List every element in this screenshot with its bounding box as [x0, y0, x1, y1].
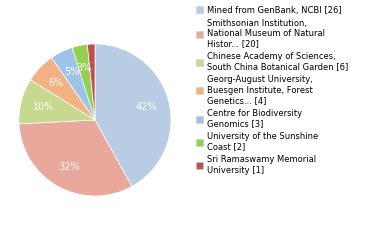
- Text: 42%: 42%: [136, 102, 157, 112]
- Legend: Mined from GenBank, NCBI [26], Smithsonian Institution,
National Museum of Natur: Mined from GenBank, NCBI [26], Smithsoni…: [194, 4, 350, 176]
- Text: 10%: 10%: [33, 102, 54, 112]
- Text: 32%: 32%: [59, 162, 80, 172]
- Text: 3%: 3%: [77, 63, 92, 73]
- Wedge shape: [87, 44, 95, 120]
- Wedge shape: [19, 80, 95, 124]
- Text: 5%: 5%: [64, 67, 79, 77]
- Wedge shape: [72, 44, 95, 120]
- Wedge shape: [19, 120, 132, 196]
- Wedge shape: [30, 58, 95, 120]
- Wedge shape: [95, 44, 171, 186]
- Text: 6%: 6%: [49, 78, 64, 88]
- Wedge shape: [52, 48, 95, 120]
